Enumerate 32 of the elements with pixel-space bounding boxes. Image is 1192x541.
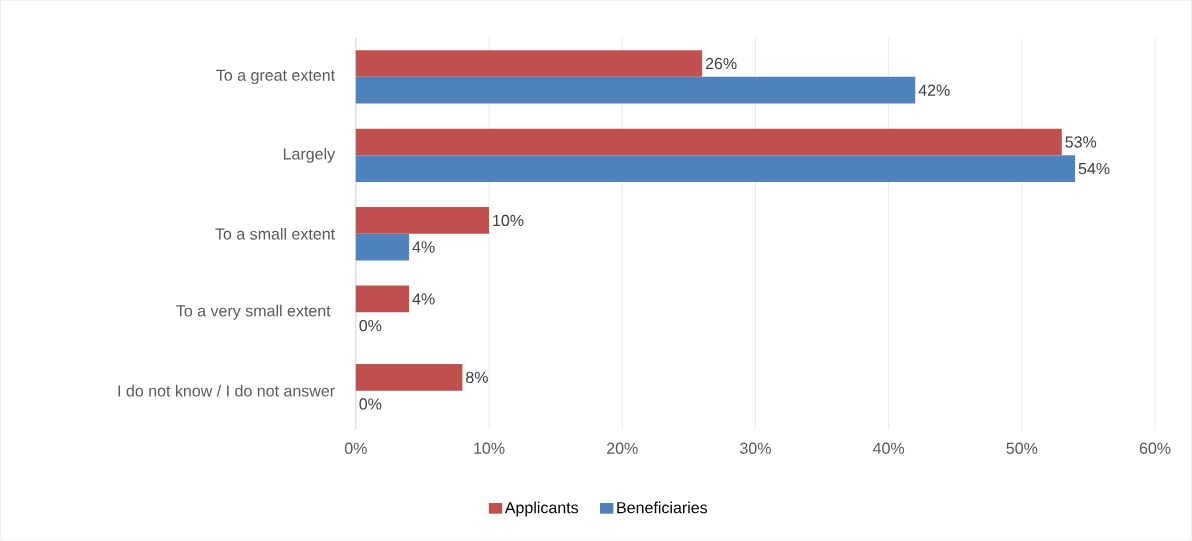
data-label: 54% — [1078, 163, 1110, 175]
data-label: 0% — [359, 398, 382, 410]
x-tick-label: 10% — [474, 442, 505, 455]
bar — [355, 207, 490, 234]
x-tick-label: 30% — [740, 442, 771, 455]
data-label: 53% — [1065, 136, 1097, 148]
y-tick-label: To a great extent — [216, 69, 335, 85]
x-tick-label: 50% — [1006, 442, 1038, 455]
data-label: 26% — [705, 58, 737, 70]
bar — [355, 155, 1076, 183]
bar — [355, 233, 410, 261]
x-tick-label: 60% — [1139, 442, 1171, 455]
x-tick-label: 40% — [873, 442, 905, 455]
x-tick-label: 20% — [607, 442, 638, 455]
data-label: 10% — [493, 214, 524, 227]
bar — [355, 77, 916, 104]
data-label: 8% — [466, 371, 488, 384]
bar — [355, 128, 1062, 156]
data-label: 42% — [918, 84, 950, 97]
y-tick-label: Largely — [283, 148, 336, 163]
data-label: 0% — [359, 320, 382, 332]
x-tick-label: 0% — [344, 442, 367, 455]
bar — [355, 364, 463, 391]
bar — [355, 50, 703, 78]
data-label: 4% — [412, 241, 435, 253]
y-tick-label: To a small extent — [215, 228, 335, 240]
y-tick-label: To a very small extent — [176, 304, 331, 320]
bar — [355, 285, 410, 313]
y-tick-label: I do not know / I do not answer — [118, 385, 335, 397]
legend-label: Applicants — [504, 501, 579, 517]
data-label: 4% — [412, 293, 435, 305]
legend-label: Beneficiaries — [617, 501, 708, 514]
